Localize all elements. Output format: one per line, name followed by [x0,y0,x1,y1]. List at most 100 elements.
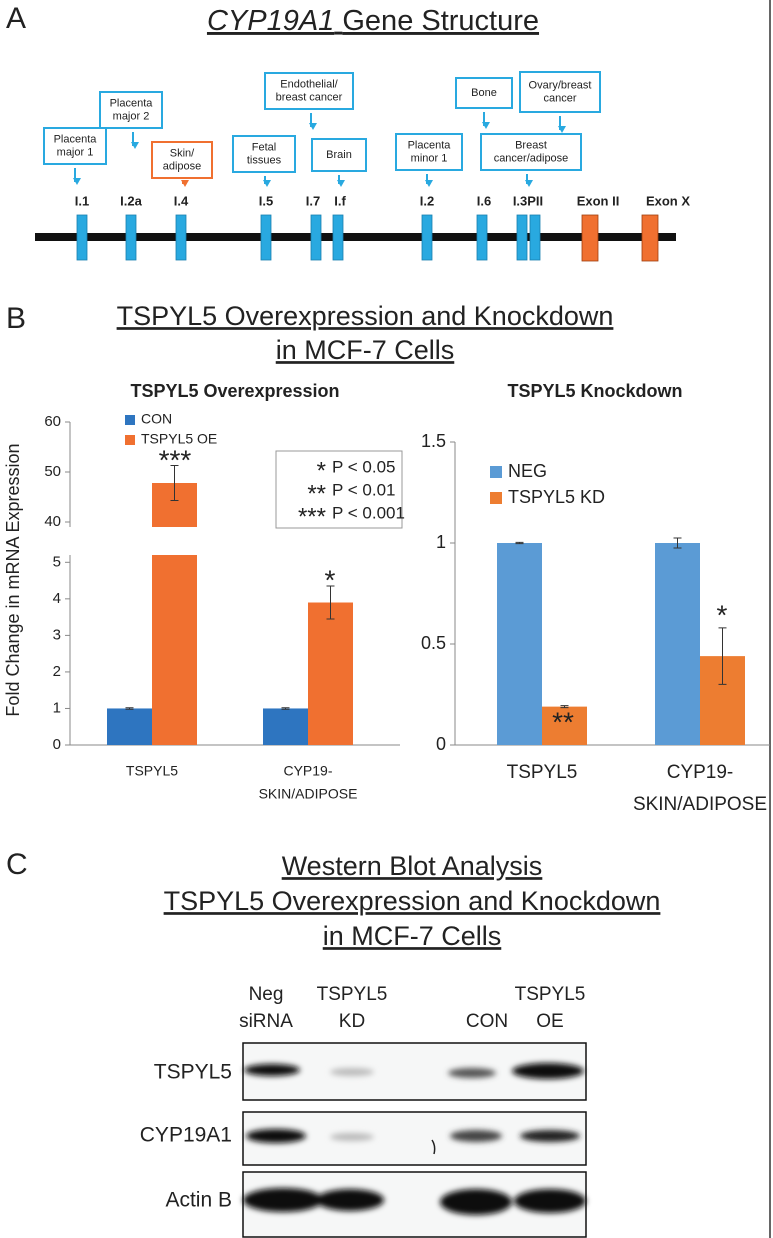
legend-label: TSPYL5 OE [141,431,217,447]
panel-title: CYP19A1 Gene Structure [207,5,539,37]
x-tick-label: SKIN/ADIPOSE [633,794,767,815]
exon-label: I.1 [75,193,89,208]
significance-mark: * [325,564,336,595]
exon [76,214,88,261]
panel-label: C [6,848,28,881]
x-tick-label: CYP19- [667,762,734,783]
exon [516,214,528,261]
exon [581,214,599,262]
x-tick-label: TSPYL5 [507,762,578,783]
promoter-label: Fetal [252,141,276,153]
panel-title: in MCF-7 Cells [276,335,455,365]
error-bar [125,707,134,710]
promoter-label: Endothelial/ [280,78,338,90]
y-tick-label: 60 [44,413,61,430]
exon [332,214,344,261]
row-label: TSPYL5 [154,1061,232,1084]
key-text: P < 0.05 [332,457,396,476]
promoter-label: major 2 [113,110,150,122]
exon-label: I.2 [420,193,434,208]
key-stars: *** [298,503,326,530]
legend-swatch [125,415,135,425]
exon [529,214,541,261]
promoter-label: Skin/ [170,147,195,159]
title-rest: Gene Structure [342,5,539,37]
legend-label: NEG [508,461,547,481]
key-stars: * [317,457,326,484]
x-tick-label: SKIN/ADIPOSE [259,786,358,802]
exon [175,214,187,261]
exon [310,214,322,261]
panel-title: Western Blot Analysis [282,851,543,881]
y-axis-label: Fold Change in mRNA Expression [3,443,23,716]
bar [107,708,152,745]
promoter-box [455,77,513,109]
exon-label: I.6 [477,193,491,208]
y-tick-label: 1.5 [421,431,446,451]
key-text: P < 0.01 [332,480,396,499]
promoter-label: Placenta [110,97,154,109]
y-tick-label: 0.5 [421,633,446,653]
promoter-box [519,71,601,113]
bar [263,708,308,745]
panel-label: A [6,2,26,35]
promoter-label: Breast [515,139,547,151]
bar [152,555,197,745]
bar [497,543,542,745]
exon [260,214,272,261]
key-stars: ** [307,480,326,507]
row-label: CYP19A1 [140,1124,232,1147]
x-tick-label: TSPYL5 [126,763,178,779]
legend-label: TSPYL5 KD [508,487,605,507]
panel-title: in MCF-7 Cells [323,921,502,951]
significance-mark: * [717,599,728,630]
exon [641,214,659,262]
y-tick-label: 3 [53,626,61,643]
row-label: Actin B [165,1189,232,1212]
bar [655,543,700,745]
exon-label: Exon II [577,193,620,208]
exon [125,214,137,261]
promoter-box [264,72,354,110]
error-bar [170,465,179,501]
promoter-label: Placenta [54,133,98,145]
exon [476,214,488,261]
y-tick-label: 0 [436,734,446,754]
exon-label: Exon X [646,193,690,208]
blot [242,1042,587,1238]
y-tick-label: 5 [53,553,61,570]
chart-title: TSPYL5 Knockdown [507,381,682,401]
promoter-label: Ovary/breast [529,79,592,91]
significance-key [275,450,403,529]
panel-label: B [6,302,26,335]
promoter-label: breast cancer [276,91,343,103]
exon-label: I.2a [120,193,142,208]
promoter-label: minor 1 [411,152,448,164]
lane-label: OE [536,1011,563,1032]
promoter-box [232,135,296,173]
promoter-label: adipose [163,160,202,172]
exon-label: I.5 [259,193,273,208]
promoter-box [151,141,213,179]
error-bar [560,705,569,709]
error-bar [515,541,524,545]
promoter-label: Brain [326,149,352,161]
y-tick-label: 0 [53,736,61,753]
promoter-label: cancer [543,92,576,104]
error-bar [326,585,335,620]
significance-mark: *** [159,444,192,475]
exon-label: I.7 [306,193,320,208]
promoter-box [43,127,107,165]
legend-label: CON [141,411,172,427]
lane-label: Neg [249,984,284,1005]
promoter-box [311,138,367,172]
legend-swatch [490,492,502,504]
promoter-label: Bone [471,87,497,99]
legend-swatch [125,435,135,445]
lane-label: TSPYL5 [317,984,388,1005]
exon [421,214,433,261]
lane-label: TSPYL5 [515,984,586,1005]
y-tick-label: 1 [53,699,61,716]
exon-label: I.3PII [513,193,543,208]
